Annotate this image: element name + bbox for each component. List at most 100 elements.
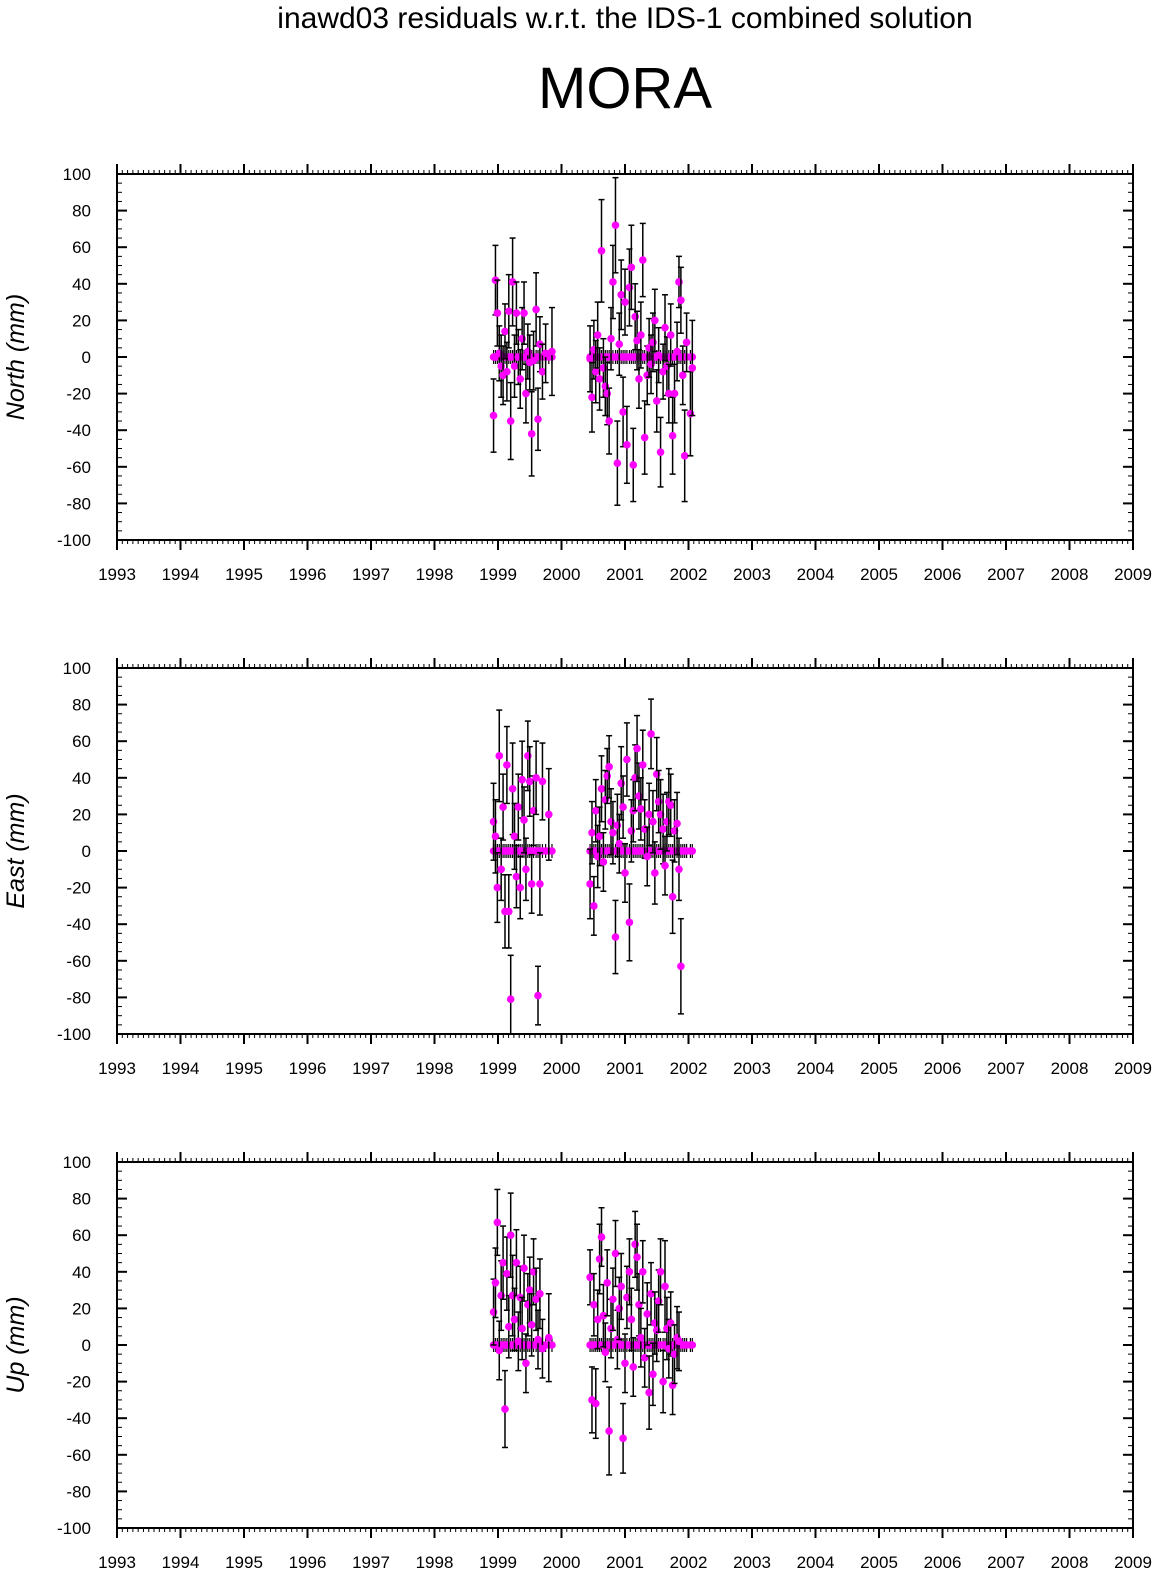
east-y-tick-label: 80	[72, 696, 91, 715]
north-y-tick-label: -60	[66, 458, 91, 477]
up-data-point	[643, 1310, 652, 1318]
up-zero-point	[548, 1341, 556, 1349]
up-data-point	[493, 1218, 502, 1227]
north-data-point	[497, 362, 505, 370]
east-x-tick-label: 2009	[1114, 1059, 1152, 1078]
up-x-tick-label: 1998	[416, 1553, 454, 1572]
north-data-point	[651, 316, 659, 325]
north-data-point	[613, 459, 622, 467]
east-data-point	[534, 991, 542, 1000]
up-data-point	[514, 1337, 523, 1346]
north-data-point	[520, 309, 528, 317]
north-data-point	[588, 393, 596, 402]
east-x-tick-label: 1998	[416, 1059, 454, 1078]
north-data-point	[532, 305, 540, 314]
east-data-point	[605, 763, 613, 771]
north-data-point	[603, 389, 612, 398]
up-data-point	[661, 1282, 669, 1291]
east-data-point	[607, 817, 615, 826]
north-data-point	[617, 290, 625, 299]
up-data-point	[506, 1231, 515, 1239]
up-data-point	[607, 1324, 615, 1333]
east-y-tick-label: 100	[63, 659, 91, 678]
north-data-point	[621, 298, 629, 306]
north-y-tick-label: -80	[66, 494, 91, 513]
up-x-tick-label: 1999	[479, 1553, 517, 1572]
up-data-point	[629, 1363, 638, 1371]
north-data-point	[678, 371, 687, 380]
east-data-point	[661, 861, 669, 870]
north-x-tick-label: 1998	[416, 565, 454, 584]
east-zero-point	[688, 847, 697, 855]
north-data-point	[590, 345, 598, 354]
up-data-point	[499, 1258, 507, 1267]
east-data-point	[495, 752, 504, 760]
east-x-tick-label: 1994	[162, 1059, 200, 1078]
east-data-point	[645, 810, 653, 819]
east-data-point	[663, 817, 671, 826]
east-y-tick-label: -60	[66, 952, 91, 971]
north-data-point	[534, 415, 542, 424]
up-x-tick-label: 2008	[1051, 1553, 1089, 1572]
east-x-tick-label: 2008	[1051, 1059, 1089, 1078]
up-data-point	[545, 1333, 553, 1342]
up-data-point	[635, 1300, 643, 1309]
north-data-point	[673, 347, 681, 356]
east-data-point	[595, 832, 604, 841]
up-data-point	[497, 1291, 505, 1300]
up-data-point	[605, 1427, 613, 1435]
east-data-point	[593, 852, 602, 861]
up-data-point	[590, 1300, 598, 1309]
north-data-point	[659, 367, 667, 376]
east-data-point	[623, 755, 631, 764]
east-data-point	[489, 817, 498, 826]
north-data-point	[607, 334, 615, 343]
up-data-point	[595, 1255, 604, 1263]
up-y-tick-label: 0	[82, 1336, 91, 1355]
east-data-point	[497, 865, 505, 874]
up-x-tick-label: 1996	[289, 1553, 327, 1572]
up-y-tick-label: 60	[72, 1226, 91, 1245]
up-data-point	[615, 1304, 624, 1313]
north-data-point	[670, 389, 679, 398]
up-y-tick-label: -60	[66, 1446, 91, 1465]
up-data-point	[668, 1381, 677, 1390]
north-y-tick-label: 40	[72, 275, 91, 294]
up-data-point	[654, 1297, 663, 1305]
up-data-point	[597, 1233, 606, 1241]
north-data-point	[623, 441, 631, 449]
east-data-point	[504, 907, 513, 916]
east-x-tick-label: 2004	[797, 1059, 835, 1078]
up-data-point	[656, 1268, 665, 1276]
north-x-tick-label: 2002	[670, 565, 708, 584]
north-data-point	[512, 309, 521, 317]
east-data-point	[603, 772, 612, 780]
east-data-point	[659, 825, 667, 833]
east-data-point	[503, 761, 511, 769]
north-x-tick-label: 2001	[606, 565, 644, 584]
up-y-tick-label: 20	[72, 1299, 91, 1318]
north-data-point	[649, 338, 657, 347]
up-y-tick-label: 40	[72, 1263, 91, 1282]
east-data-point	[617, 779, 625, 788]
east-y-tick-label: -100	[57, 1025, 91, 1044]
east-data-point	[520, 816, 528, 824]
up-data-point	[675, 1337, 683, 1346]
north-data-point	[605, 417, 613, 425]
north-data-point	[548, 347, 556, 356]
up-data-point	[522, 1359, 530, 1368]
east-data-point	[512, 872, 521, 881]
up-data-point	[593, 1315, 602, 1324]
north-data-point	[677, 296, 685, 305]
east-data-point	[524, 752, 532, 760]
up-x-tick-label: 2004	[797, 1553, 835, 1572]
up-data-point	[495, 1346, 504, 1355]
up-data-point	[512, 1258, 521, 1267]
east-y-tick-label: 0	[82, 842, 91, 861]
north-data-point	[495, 349, 504, 358]
up-x-tick-label: 2005	[860, 1553, 898, 1572]
north-data-point	[611, 221, 620, 230]
up-x-tick-label: 2007	[987, 1553, 1025, 1572]
east-data-point	[666, 801, 675, 810]
north-data-point	[643, 371, 652, 380]
